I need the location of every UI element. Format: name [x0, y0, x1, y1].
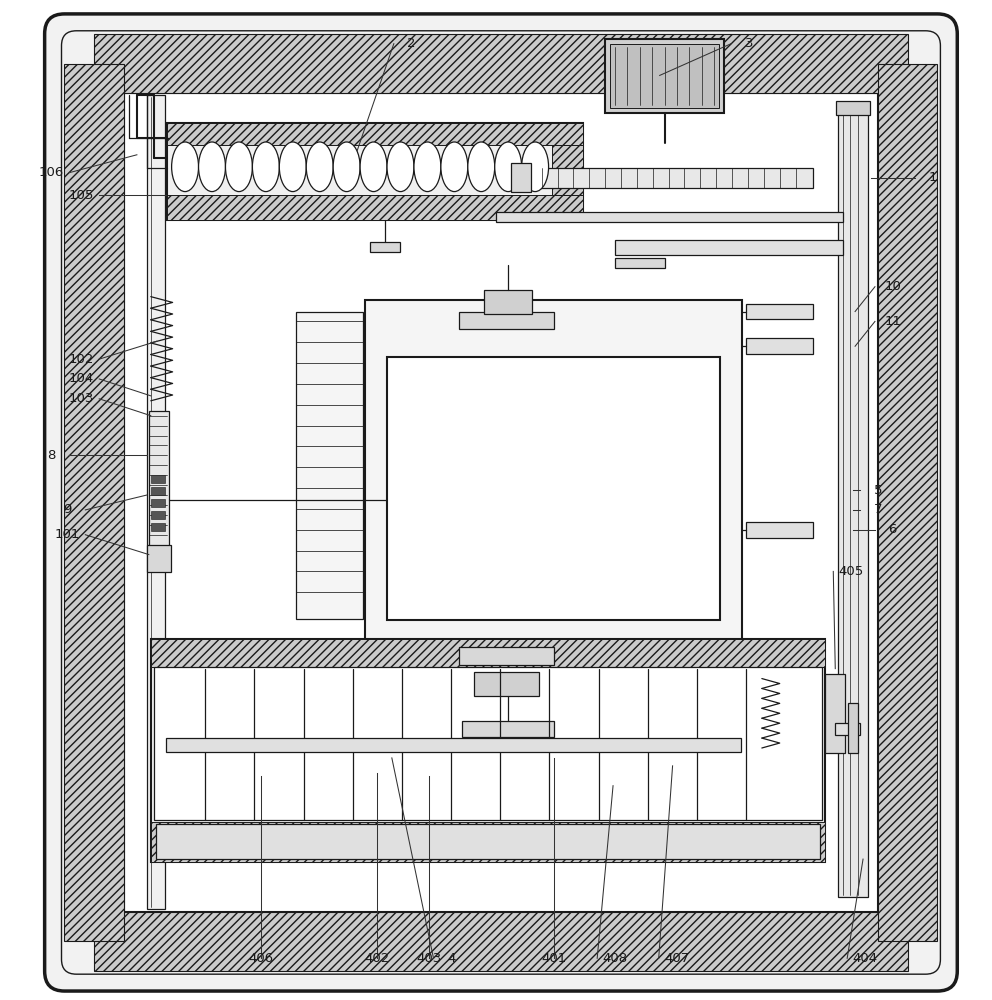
Bar — [64, 64, 124, 941]
Text: 103: 103 — [68, 392, 94, 405]
Bar — [516, 168, 813, 188]
Bar — [459, 647, 554, 665]
Text: 8: 8 — [48, 449, 56, 462]
Bar — [746, 338, 813, 354]
Bar — [151, 487, 165, 495]
Bar — [154, 667, 822, 820]
Text: 404: 404 — [852, 952, 878, 965]
Bar — [615, 258, 665, 268]
Bar — [167, 123, 583, 145]
Bar — [151, 822, 825, 862]
Bar — [838, 103, 868, 897]
FancyBboxPatch shape — [45, 14, 957, 991]
Ellipse shape — [252, 142, 280, 192]
Bar — [149, 411, 169, 560]
Bar — [746, 304, 813, 319]
Bar — [474, 672, 539, 696]
Bar — [615, 240, 843, 255]
Bar — [124, 93, 878, 912]
Bar — [156, 824, 820, 859]
Ellipse shape — [387, 142, 414, 192]
Text: 106: 106 — [39, 166, 64, 179]
Bar — [147, 545, 171, 572]
Text: 402: 402 — [364, 952, 390, 965]
Bar — [836, 101, 870, 115]
Text: 5: 5 — [874, 484, 882, 497]
Text: 4: 4 — [447, 952, 455, 965]
Ellipse shape — [440, 142, 468, 192]
Bar — [151, 639, 825, 862]
Bar — [835, 723, 860, 735]
Bar — [878, 64, 937, 941]
Text: 403: 403 — [416, 952, 441, 965]
Bar — [151, 475, 165, 483]
Text: 406: 406 — [248, 952, 274, 965]
Ellipse shape — [495, 142, 522, 192]
Bar — [462, 721, 554, 737]
Text: 10: 10 — [884, 280, 902, 293]
Bar — [296, 312, 363, 619]
Bar — [94, 912, 908, 971]
Ellipse shape — [414, 142, 440, 192]
Bar — [94, 34, 908, 93]
Ellipse shape — [225, 142, 252, 192]
Ellipse shape — [468, 142, 495, 192]
Bar — [496, 212, 843, 222]
Bar — [552, 145, 583, 195]
Text: 3: 3 — [745, 37, 753, 50]
Text: 2: 2 — [408, 37, 416, 50]
Bar — [511, 163, 531, 192]
Bar — [151, 523, 165, 531]
Text: 408: 408 — [602, 952, 628, 965]
Bar — [151, 499, 165, 507]
Bar — [365, 300, 742, 677]
Bar — [605, 39, 724, 113]
Bar — [848, 703, 858, 753]
Ellipse shape — [522, 142, 549, 192]
Ellipse shape — [333, 142, 360, 192]
Bar — [610, 44, 719, 108]
Bar — [151, 511, 165, 519]
Bar — [167, 123, 583, 220]
Text: 6: 6 — [889, 523, 897, 536]
Text: 104: 104 — [68, 372, 94, 385]
Bar — [387, 357, 720, 620]
Ellipse shape — [307, 142, 333, 192]
Bar — [746, 522, 813, 538]
Text: 407: 407 — [664, 952, 689, 965]
Text: 101: 101 — [55, 528, 80, 541]
Text: 405: 405 — [838, 565, 864, 578]
Text: 102: 102 — [68, 353, 94, 366]
Bar — [459, 312, 554, 329]
Bar — [825, 674, 845, 753]
Text: 401: 401 — [541, 952, 566, 965]
Bar — [166, 738, 741, 752]
Bar — [167, 195, 583, 220]
Text: 1: 1 — [929, 171, 936, 184]
Text: 105: 105 — [68, 189, 94, 202]
Text: 9: 9 — [63, 503, 71, 516]
Bar — [151, 639, 825, 667]
Ellipse shape — [172, 142, 198, 192]
Ellipse shape — [360, 142, 387, 192]
Ellipse shape — [198, 142, 225, 192]
Text: 11: 11 — [884, 315, 902, 328]
Bar — [484, 290, 532, 314]
Bar — [147, 95, 165, 909]
Ellipse shape — [280, 142, 307, 192]
Text: 7: 7 — [874, 503, 882, 516]
Bar — [370, 242, 400, 252]
